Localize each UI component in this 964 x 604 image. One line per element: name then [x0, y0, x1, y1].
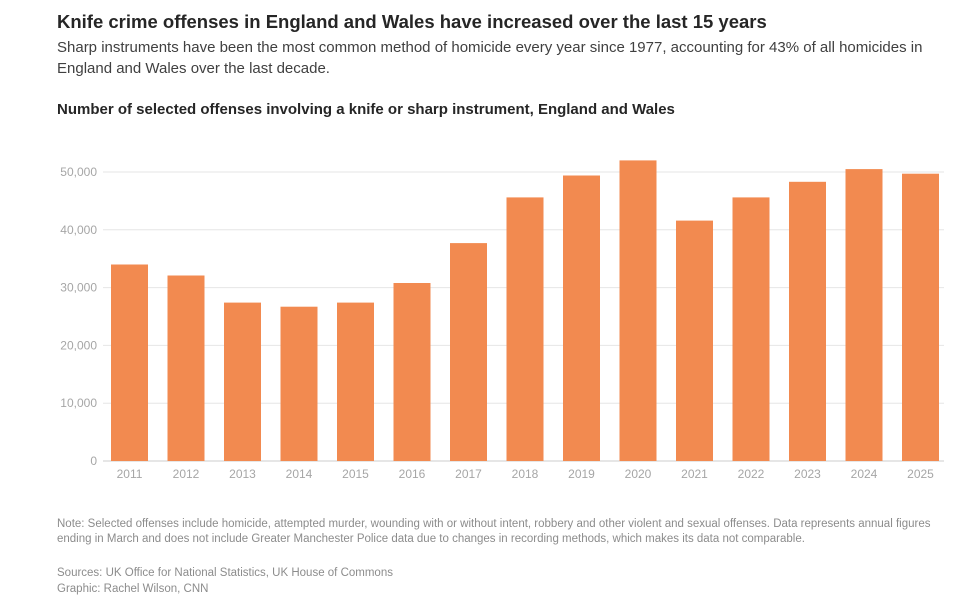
- y-tick-label: 40,000: [60, 223, 97, 237]
- y-tick-label: 50,000: [60, 165, 97, 179]
- bar-chart: 0 10,000 20,000 30,000 40,000 50,000 2011 2012…: [60, 160, 944, 481]
- bar-2023: [789, 181, 826, 462]
- x-tick-label: 2019: [568, 467, 595, 481]
- x-tick-label: 2012: [173, 467, 200, 481]
- y-tick-label: 30,000: [60, 281, 97, 295]
- x-tick-label: 2018: [512, 467, 539, 481]
- x-tick-label: 2023: [794, 467, 821, 481]
- y-axis-ticks: 0 10,000 20,000 30,000 40,000 50,000: [60, 165, 97, 468]
- x-tick-label: 2021: [681, 467, 708, 481]
- x-tick-label: 2011: [117, 467, 143, 481]
- bar-2024: [845, 169, 883, 461]
- chart-heading: Number of selected offenses involving a …: [57, 101, 675, 118]
- chart-title: Knife crime offenses in England and Wale…: [57, 11, 767, 32]
- bar-2012: [167, 275, 205, 461]
- x-tick-label: 2017: [455, 467, 482, 481]
- bars: [111, 160, 939, 462]
- x-tick-label: 2022: [738, 467, 765, 481]
- x-tick-label: 2014: [286, 467, 313, 481]
- bar-2017: [450, 243, 487, 461]
- x-tick-label: 2015: [342, 467, 369, 481]
- x-axis-ticks: 2011 2012 2013 2014 2015 2016 2017 2018 2019 2020…: [117, 467, 935, 481]
- y-tick-label: 10,000: [60, 396, 97, 410]
- source-credits: Sources: UK Office for National Statisti…: [57, 565, 393, 597]
- bar-2022: [732, 197, 770, 461]
- bar-2018: [506, 197, 544, 461]
- bar-2015: [337, 302, 374, 461]
- x-tick-label: 2025: [907, 467, 934, 481]
- bar-2019: [563, 175, 600, 461]
- y-tick-label: 20,000: [60, 338, 97, 352]
- footnote: Note: Selected offenses include homicide…: [57, 518, 931, 545]
- x-tick-label: 2024: [851, 467, 878, 481]
- x-tick-label: 2013: [229, 467, 256, 481]
- bar-2011: [111, 264, 148, 461]
- y-tick-label: 0: [90, 454, 97, 468]
- x-tick-label: 2016: [399, 467, 426, 481]
- bar-2025: [902, 173, 939, 461]
- bar-2021: [676, 220, 713, 461]
- x-tick-label: 2020: [625, 467, 652, 481]
- graphic-credit: Graphic: Rachel Wilson, CNN: [57, 583, 209, 595]
- sources-line: Sources: UK Office for National Statisti…: [57, 567, 393, 579]
- chart-subtitle: Sharp instruments have been the most com…: [57, 39, 923, 77]
- bar-2020: [619, 160, 657, 461]
- bar-2016: [393, 283, 431, 461]
- bar-2013: [224, 302, 261, 461]
- bar-2014: [280, 306, 318, 461]
